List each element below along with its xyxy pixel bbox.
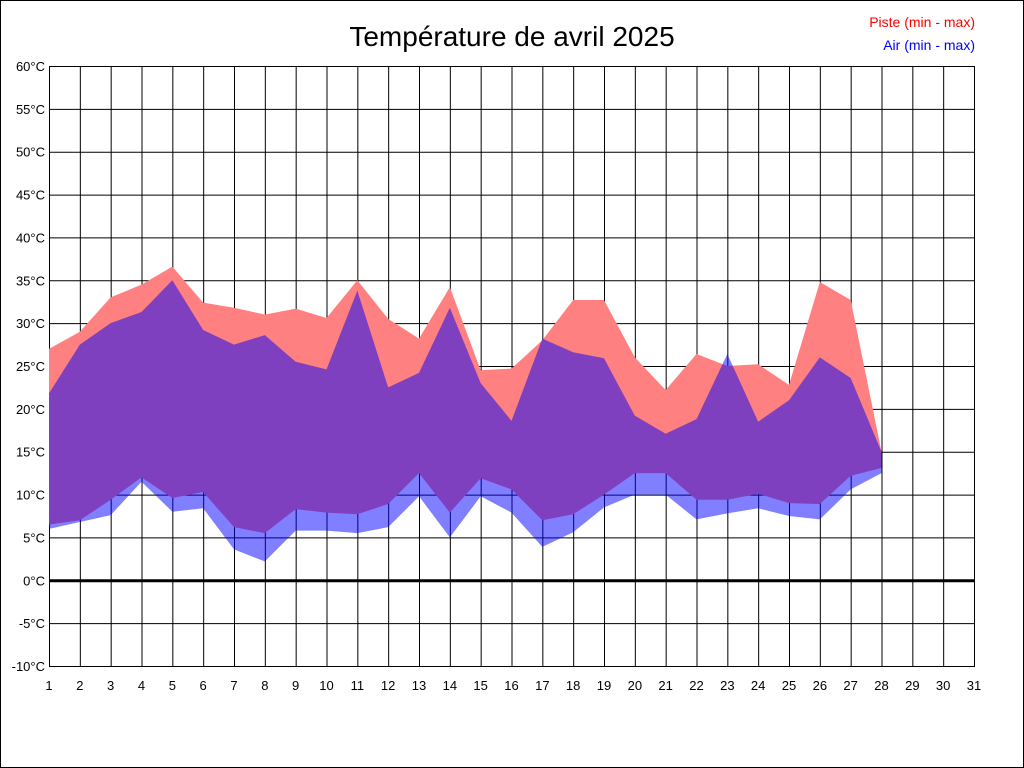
y-tick-label: -10°C [12,659,45,674]
x-tick-label: 4 [138,678,145,693]
x-tick-label: 29 [905,678,919,693]
series-bands [49,266,882,562]
x-tick-label: 31 [967,678,981,693]
x-tick-label: 30 [936,678,950,693]
axes: -10°C -5°C 0°C 5°C 10°C 15°C 20°C 25°C 30°C 35°C 4… [12,59,982,693]
y-tick-label: 40°C [16,230,45,245]
x-tick-label: 7 [230,678,237,693]
y-tick-label: 55°C [16,102,45,117]
legend-air: Air (min - max) [883,37,975,53]
x-tick-label: 15 [473,678,487,693]
x-tick-label: 9 [292,678,299,693]
y-tick-label: 10°C [16,488,45,503]
y-tick-label: 30°C [16,316,45,331]
x-tick-label: 22 [689,678,703,693]
y-tick-label: -5°C [19,616,45,631]
y-tick-label: 50°C [16,145,45,160]
band-air [49,280,882,562]
x-tick-label: 26 [813,678,827,693]
y-tick-label: 25°C [16,359,45,374]
y-tick-label: 5°C [23,530,45,545]
x-tick-label: 24 [751,678,765,693]
y-tick-label: 45°C [16,188,45,203]
x-tick-label: 27 [843,678,857,693]
y-tick-label: 35°C [16,273,45,288]
x-tick-label: 20 [628,678,642,693]
x-tick-label: 2 [76,678,83,693]
x-tick-label: 21 [658,678,672,693]
x-tick-label: 1 [45,678,52,693]
x-tick-label: 19 [597,678,611,693]
x-tick-label: 14 [443,678,457,693]
x-tick-label: 28 [874,678,888,693]
y-tick-label: 0°C [23,573,45,588]
y-tick-label: 20°C [16,402,45,417]
x-tick-label: 25 [782,678,796,693]
x-tick-label: 6 [200,678,207,693]
x-tick-label: 5 [169,678,176,693]
x-tick-label: 12 [381,678,395,693]
chart-title: Température de avril 2025 [349,21,674,52]
x-tick-label: 11 [351,678,365,693]
x-tick-label: 3 [107,678,114,693]
x-tick-label: 16 [504,678,518,693]
x-tick-label: 18 [566,678,580,693]
legend-piste: Piste (min - max) [869,14,975,30]
x-tick-label: 13 [412,678,426,693]
y-tick-label: 60°C [16,59,45,74]
x-tick-label: 10 [319,678,333,693]
x-tick-label: 8 [261,678,268,693]
y-tick-label: 15°C [16,445,45,460]
x-tick-label: 23 [720,678,734,693]
x-tick-label: 17 [535,678,549,693]
